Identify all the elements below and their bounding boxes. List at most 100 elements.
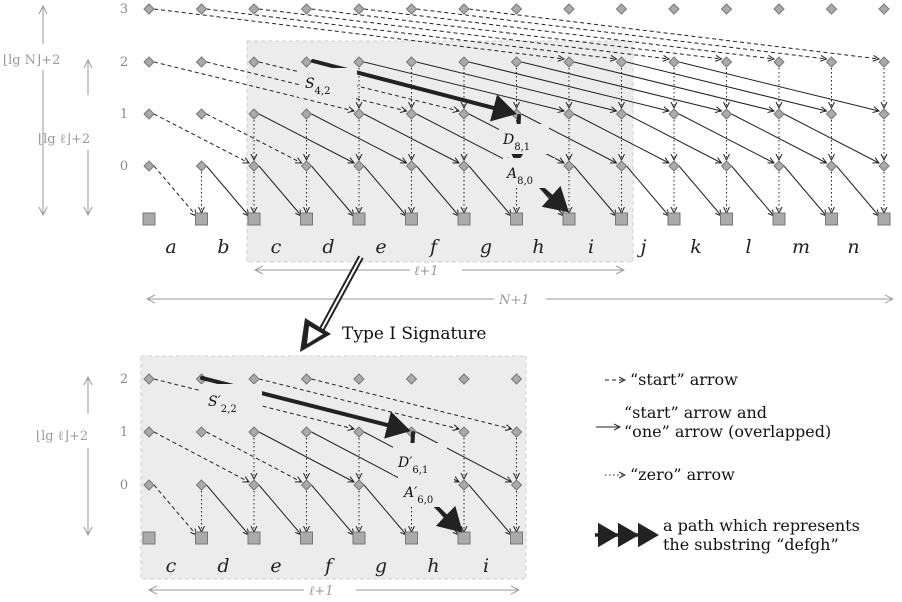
top-level-node <box>615 160 628 172</box>
top-level-node <box>878 56 890 68</box>
height-outer-label: ⌊lg N⌋+2 <box>3 53 60 68</box>
top-level-node <box>878 3 890 15</box>
top-level-node <box>300 56 313 68</box>
top-arrow <box>573 113 669 163</box>
top-level-node <box>615 108 628 120</box>
top-letter: e <box>375 236 386 258</box>
top-base-node <box>825 212 838 226</box>
legend-path-text-2: the substring “defgh” <box>663 535 839 554</box>
top-level-node <box>458 3 470 15</box>
top-base-node <box>247 212 261 226</box>
top-level-node <box>773 56 785 68</box>
top-letter: m <box>792 236 810 258</box>
top-arrow <box>521 61 722 111</box>
top-level-node <box>458 108 470 120</box>
top-arrow <box>678 61 879 111</box>
legend-start-one-arrow: “start” arrow and “one” arrow (overlappe… <box>596 403 831 441</box>
type-one-signature-arrow: Type I Signature <box>300 255 486 352</box>
top-letter: d <box>322 236 334 258</box>
bottom-level-node <box>458 426 470 438</box>
bottom-arrow <box>258 431 354 482</box>
top-level-node <box>405 56 418 68</box>
top-arrow <box>731 113 827 163</box>
bottom-base-node <box>457 531 471 545</box>
bottom-letter: d <box>217 555 229 577</box>
top-level-node <box>248 3 260 15</box>
top-level-node <box>563 108 575 120</box>
bottom-base-node <box>142 531 156 545</box>
top-arrow <box>678 113 774 163</box>
top-letter: c <box>271 236 282 258</box>
top-arrow <box>363 8 774 59</box>
top-level-node <box>825 108 838 120</box>
top-level-node <box>248 108 260 120</box>
bottom-level-node <box>300 479 313 491</box>
legend-start-text: “start” arrow <box>630 370 738 389</box>
top-arrow <box>626 61 827 111</box>
top-level-node <box>773 108 785 120</box>
bottom-level-label: 0 <box>120 478 128 493</box>
width-all-label: N+1 <box>498 293 530 308</box>
top-level-node <box>300 3 313 15</box>
top-arrow <box>363 61 564 111</box>
bottom-arrow <box>416 431 512 482</box>
top-arrow <box>258 61 459 111</box>
top-base-node <box>510 212 523 226</box>
bottom-level-node <box>248 479 260 491</box>
legend-zero-text: “zero” arrow <box>630 465 735 484</box>
bottom-letter: i <box>483 555 489 577</box>
top-level-node <box>195 56 208 68</box>
top-base-node <box>877 212 891 226</box>
top-arrow <box>836 165 880 216</box>
top-level-node <box>353 56 365 68</box>
bottom-level-node <box>300 373 313 385</box>
top-letter: f <box>428 236 440 258</box>
bottom-arrow <box>206 431 302 482</box>
bottom-base-node <box>195 531 208 545</box>
bottom-level-node <box>353 426 365 438</box>
top-level-label: 0 <box>120 159 128 174</box>
top-level-node <box>615 56 628 68</box>
top-letter: h <box>532 236 544 258</box>
top-level-node <box>878 108 890 120</box>
top-base-node <box>405 212 418 226</box>
bottom-arrow <box>363 484 407 535</box>
top-base-node <box>667 212 681 226</box>
top-level-node <box>248 160 260 172</box>
width-window-label: ℓ+1 <box>414 264 439 279</box>
bottom-level-node <box>353 479 365 491</box>
bottom-level-node <box>248 426 260 438</box>
top-base-node <box>142 212 156 226</box>
top-level-node <box>195 160 208 172</box>
top-level-label: 3 <box>120 2 128 17</box>
bottom-letter: g <box>375 555 387 577</box>
top-level-node <box>195 108 208 120</box>
top-level-node <box>668 160 680 172</box>
bottom-arrow <box>206 484 250 535</box>
transition-label: Type I Signature <box>342 324 486 344</box>
top-arrow <box>311 165 355 216</box>
top-level-node <box>300 160 313 172</box>
top-arrow <box>153 113 249 163</box>
bottom-arrow <box>153 431 249 482</box>
top-level-node <box>458 160 470 172</box>
top-arrow <box>468 61 669 111</box>
top-arrow <box>153 61 354 111</box>
top-arrow <box>258 113 354 163</box>
top-arrow <box>311 113 407 163</box>
bottom-arrow <box>258 484 302 535</box>
top-level-node <box>405 160 418 172</box>
top-arrow <box>153 8 564 59</box>
top-level-node <box>405 3 418 15</box>
bottom-arrow <box>311 484 355 535</box>
top-level-node <box>248 56 260 68</box>
top-level-label: 2 <box>120 55 128 70</box>
legend-path-text-1: a path which represents <box>663 516 860 535</box>
top-level-node <box>773 3 785 15</box>
height-inner-label: ⌊lg ℓ⌋+2 <box>38 132 90 147</box>
top-arrow <box>783 165 827 216</box>
top-arrow <box>626 165 670 216</box>
bottom-letter: c <box>166 555 177 577</box>
top-base-node <box>457 212 471 226</box>
height-measure-inner: ⌊lg ℓ⌋+2 <box>38 60 90 215</box>
